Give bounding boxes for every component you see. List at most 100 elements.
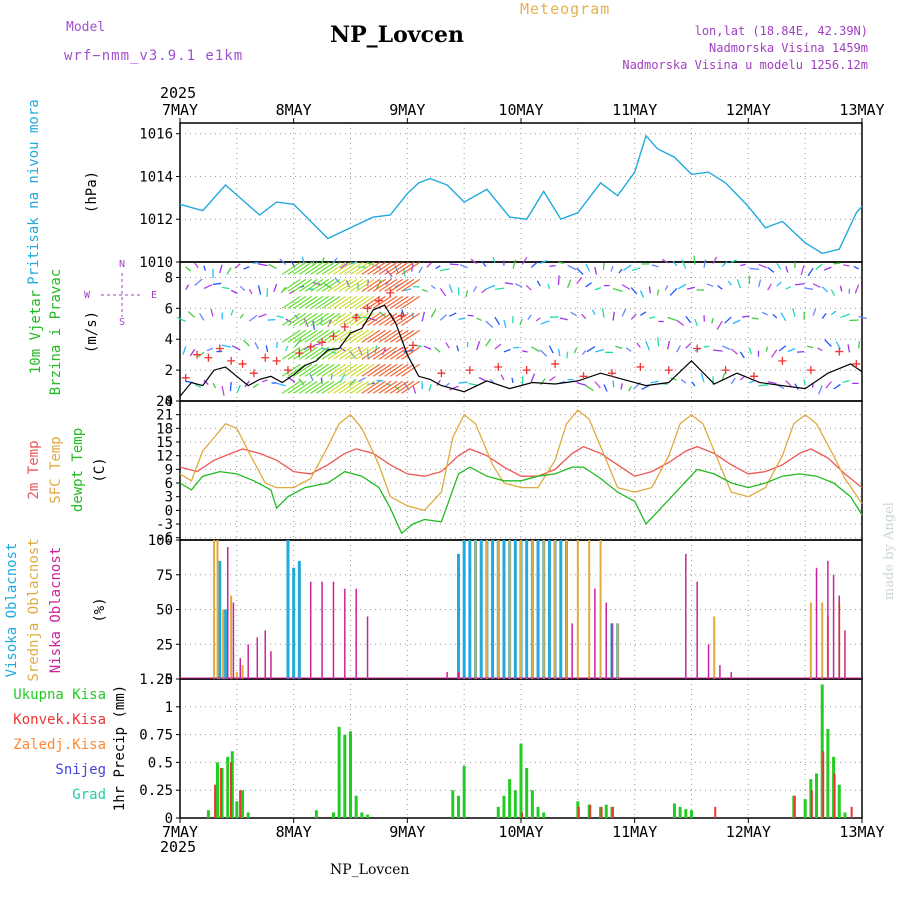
wind-arrow [623, 264, 632, 271]
wind-arrow [620, 383, 623, 390]
wind-arrow [724, 316, 732, 324]
wind-arrow [815, 263, 823, 271]
wind-arrow-strong [299, 363, 318, 377]
y-tick-label: 1.25 [139, 672, 173, 688]
wind-arrow-strong [293, 261, 312, 275]
wind-arrow [667, 316, 677, 322]
wind-arrow [426, 262, 432, 268]
cloud-low-label: Niska Oblacnost [48, 547, 64, 673]
wind-arrow [275, 341, 278, 349]
wind-arrow [847, 344, 851, 353]
temp-sfc-label: SFC Temp [48, 436, 64, 503]
wind-arrow-strong [389, 329, 409, 343]
wind-arrow-strong [389, 312, 409, 326]
wind-arrow [423, 345, 432, 350]
wind-arrow [740, 263, 746, 267]
wind-arrow [540, 260, 548, 264]
x-tick-label: 11MAY [612, 823, 657, 841]
wind-arrow [823, 266, 832, 271]
wind-gust-marker [465, 366, 474, 375]
wind-arrow [339, 373, 346, 383]
wind-arrow [511, 377, 514, 384]
wind-arrow [651, 264, 659, 268]
wind-arrow-strong [316, 295, 335, 309]
wind-arrow [601, 307, 605, 318]
wind-arrow-strong [384, 380, 403, 394]
wind-arrow-strong [378, 363, 398, 377]
wind-arrow [628, 386, 632, 392]
wind-arrow-strong [333, 295, 352, 309]
wind-arrow-strong [293, 363, 312, 377]
model-version: wrf−nmm_v3.9.1 e1km [64, 48, 244, 64]
x-tick-label: 13MAY [839, 823, 884, 841]
wind-arrow [449, 385, 459, 391]
wind-arrow-strong [344, 380, 364, 394]
wind-arrow [825, 381, 832, 389]
wind-arrow [434, 346, 441, 353]
wind-arrow [348, 378, 357, 387]
wind-arrow [610, 265, 614, 272]
wind-arrow-strong [338, 312, 358, 326]
wind-arrow-strong [389, 278, 409, 292]
wind-arrow [657, 337, 660, 347]
wind-gust-marker [607, 369, 616, 378]
wind-arrow-strong [389, 380, 409, 394]
precipitation-panel: 0 0.25 0.5 0.75 1 1.25 [139, 672, 863, 827]
wind-arrow-strong [378, 346, 398, 360]
wind-arrow [257, 285, 262, 295]
lonlat-label: lon,lat (18.84E, 42.39N) [694, 24, 868, 38]
wind-arrow [833, 262, 841, 265]
wind-arrow-strong [384, 278, 403, 292]
x-tick-label: 8MAY [276, 101, 312, 119]
wind-arrow [685, 315, 692, 323]
y-tick-label: 75 [156, 568, 173, 584]
wind-arrow-strong [344, 261, 364, 275]
wind-arrow-strong [281, 329, 301, 343]
wind-arrow [780, 312, 787, 322]
wind-arrow [717, 285, 723, 290]
wind-arrow [794, 282, 805, 286]
wind-arrow-strong [361, 363, 381, 377]
wind-arrow [630, 313, 637, 320]
wind-arrow [640, 311, 647, 317]
temperature-line [179, 445, 863, 489]
wind-arrow [566, 351, 569, 359]
wind-arrow [492, 256, 496, 263]
compass-east: E [151, 290, 157, 301]
wind-arrow [761, 311, 768, 316]
wind-arrow-strong [333, 380, 352, 394]
wind-arrow [721, 345, 731, 351]
wind-arrow [661, 258, 668, 264]
wind-arrow [645, 340, 651, 351]
wind-arrow-strong [333, 346, 352, 360]
wind-arrow [772, 313, 778, 319]
wind-arrow-strong [321, 261, 341, 275]
wind-arrow [458, 381, 468, 384]
wind-arrow [376, 379, 384, 382]
wind-arrow [512, 346, 520, 349]
wind-arrow [430, 284, 436, 290]
compass-west: W [84, 290, 91, 301]
wind-arrow [357, 346, 363, 356]
wind-arrow [439, 288, 447, 297]
y-tick-label: 21 [156, 408, 173, 424]
wind-arrow [439, 268, 450, 272]
wind-arrow [716, 320, 723, 330]
wind-arrow-strong [378, 278, 398, 292]
wind-arrow [748, 347, 752, 355]
wind-arrow [230, 289, 238, 294]
y-tick-label: -3 [156, 517, 173, 533]
wind-arrow [248, 288, 253, 295]
wind-arrow [672, 261, 678, 267]
wind-arrow-strong [372, 329, 392, 343]
wind-arrow-strong [395, 295, 415, 309]
wind-arrow-strong [293, 329, 312, 343]
wind-arrow-strong [338, 278, 358, 292]
wind-arrow [197, 351, 205, 358]
wind-arrow [548, 345, 554, 354]
wind-arrow-strong [316, 329, 335, 343]
wind-arrow-strong [293, 312, 312, 326]
wind-arrow [358, 377, 366, 383]
precip-legend-item: Snijeg [55, 762, 106, 778]
wind-arrow-strong [395, 363, 415, 377]
